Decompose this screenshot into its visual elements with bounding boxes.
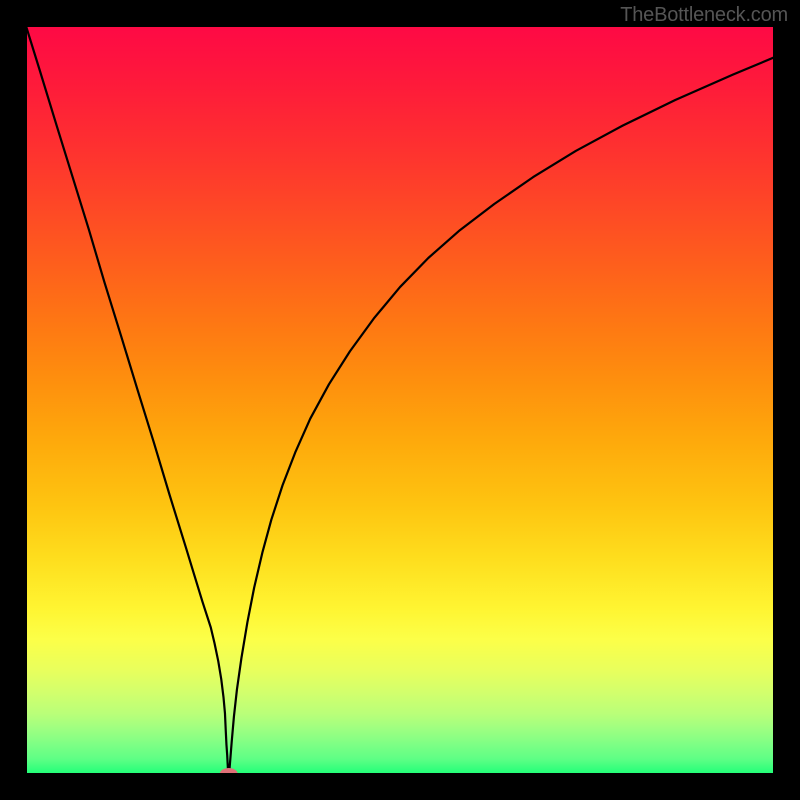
plot-gradient-background xyxy=(26,26,774,774)
bottleneck-curve-chart xyxy=(0,0,800,800)
watermark-text: TheBottleneck.com xyxy=(620,4,788,27)
chart-stage: TheBottleneck.com xyxy=(0,0,800,800)
